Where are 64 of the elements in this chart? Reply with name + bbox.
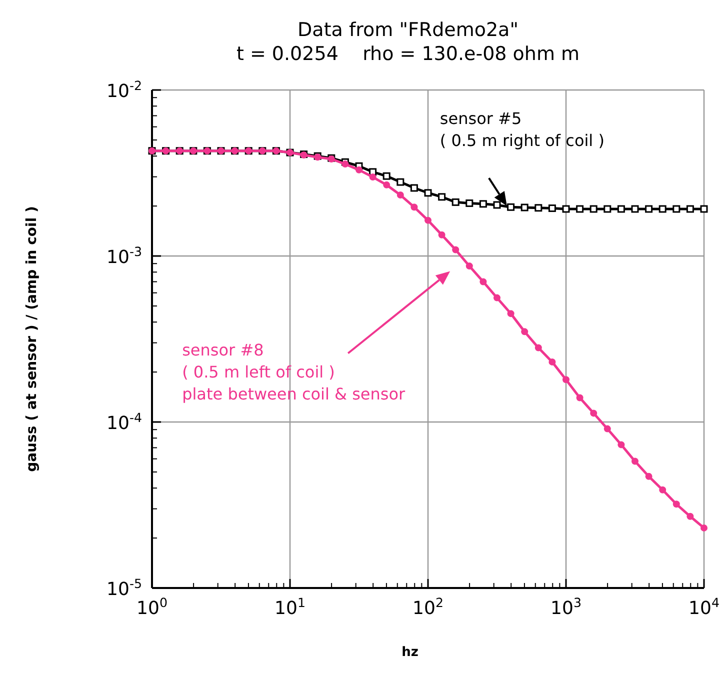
- point: [604, 425, 611, 432]
- point: [466, 262, 473, 270]
- point: [466, 199, 474, 207]
- point: [618, 441, 625, 448]
- point: [534, 204, 542, 212]
- point: [604, 205, 612, 213]
- point: [590, 205, 598, 213]
- chart-title: Data from "FRdemo2a": [298, 19, 518, 41]
- point: [424, 189, 432, 197]
- point: [479, 200, 487, 208]
- point: [493, 294, 500, 302]
- point: [700, 205, 708, 213]
- point: [410, 184, 418, 192]
- point: [576, 205, 584, 213]
- point: [659, 486, 666, 494]
- point: [382, 172, 390, 180]
- point: [686, 205, 694, 213]
- x-tick-label: 10$^{3}$: [550, 594, 582, 619]
- point: [396, 192, 404, 199]
- point: [617, 205, 625, 213]
- point: [507, 310, 514, 318]
- chart-subtitle: t = 0.0254 rho = 130.e-08 ohm m: [236, 43, 580, 65]
- point: [438, 193, 446, 201]
- y-tick-label: 10$^{-2}$: [106, 78, 142, 102]
- point: [355, 166, 362, 174]
- point: [438, 231, 446, 238]
- point: [672, 205, 680, 213]
- point: [672, 500, 680, 508]
- x-axis-title: hz: [402, 645, 418, 660]
- point: [493, 201, 501, 209]
- point: [424, 216, 432, 224]
- y-tick-label: 10$^{-3}$: [106, 244, 142, 268]
- x-tick-label: 10$^{2}$: [412, 594, 444, 619]
- point: [686, 512, 694, 520]
- point: [520, 204, 528, 212]
- annotation: sensor #5 ( 0.5 m right of coil ): [440, 109, 604, 150]
- point: [631, 458, 638, 465]
- point: [521, 328, 528, 336]
- point: [396, 178, 404, 186]
- x-tick-label: 10$^{1}$: [274, 594, 306, 619]
- point: [700, 524, 708, 532]
- point: [507, 203, 515, 211]
- point: [645, 205, 653, 213]
- annotation: sensor #8 ( 0.5 m left of coil ) plate between coil & sensor: [182, 340, 406, 404]
- point: [576, 394, 584, 402]
- y-tick-label: 10$^{-4}$: [106, 410, 142, 434]
- point: [658, 205, 666, 213]
- point: [590, 410, 598, 417]
- y-axis-title: gauss ( at sensor ) / (amp in coil ): [24, 206, 40, 472]
- point: [410, 204, 418, 211]
- point: [452, 246, 460, 254]
- point: [548, 358, 556, 366]
- point: [631, 205, 639, 213]
- point: [342, 160, 349, 168]
- point: [369, 174, 376, 181]
- point: [562, 205, 570, 213]
- x-tick-label: 10$^{4}$: [688, 594, 720, 619]
- point: [383, 181, 390, 188]
- point: [452, 198, 460, 206]
- point: [534, 344, 542, 352]
- point: [548, 204, 556, 212]
- point: [562, 376, 570, 384]
- point: [480, 278, 487, 286]
- point: [645, 472, 652, 480]
